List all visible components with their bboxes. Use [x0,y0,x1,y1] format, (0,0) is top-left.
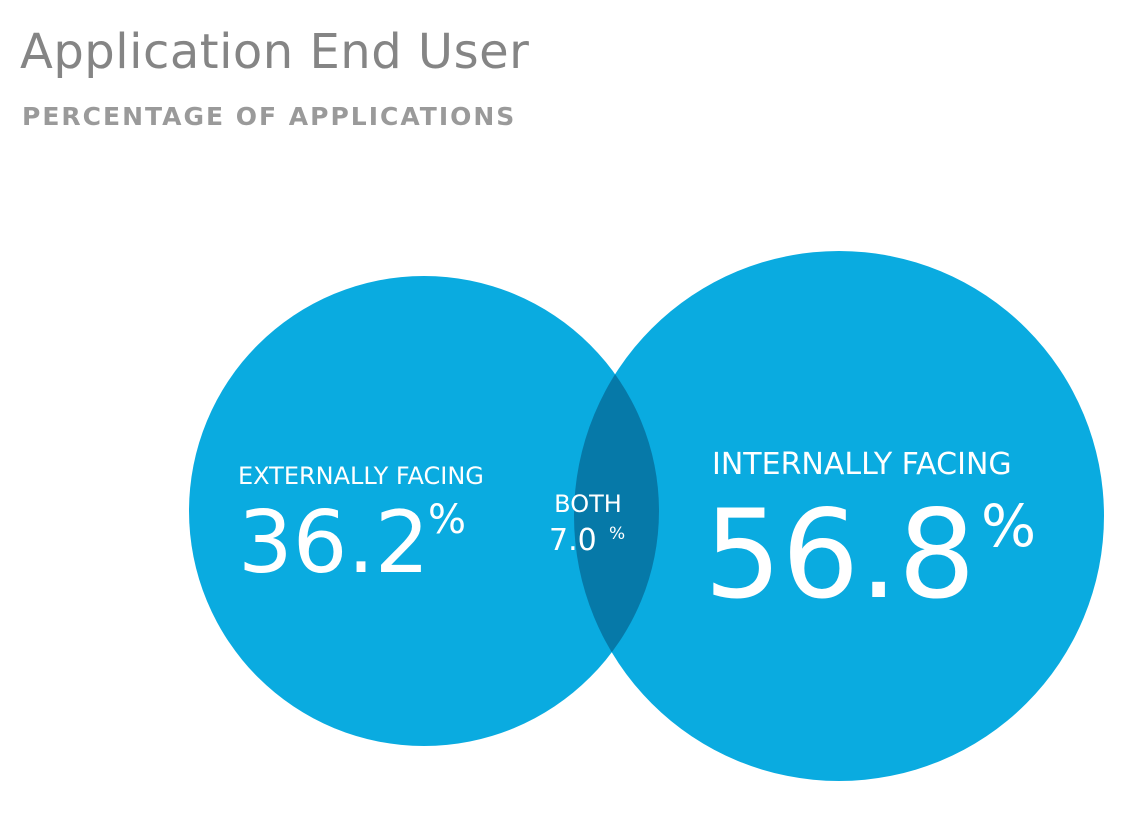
page-subtitle: PERCENTAGE OF APPLICATIONS [22,102,517,131]
value-internally-facing: 56.8 [704,484,976,626]
venn-circle-internally-facing [574,251,1104,781]
label-internally-facing: INTERNALLY FACING [712,447,1012,482]
percent-both: % [609,524,625,544]
page-title: Application End User [20,24,530,80]
value-both: 7.0 [549,523,597,558]
label-externally-facing: EXTERNALLY FACING [238,462,484,490]
percent-externally-facing: % [428,497,466,543]
value-externally-facing: 36.2 [238,493,429,593]
venn-circle-externally-facing [189,276,659,746]
label-both: BOTH [554,490,622,518]
percent-internally-facing: % [981,492,1036,560]
